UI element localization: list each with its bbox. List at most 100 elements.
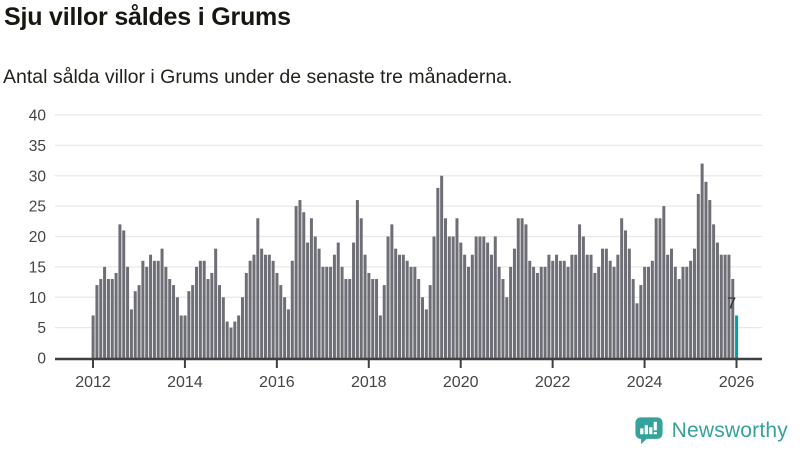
chart-subtitle: Antal sålda villor i Grums under de sena… [3, 66, 513, 88]
bar [290, 260, 294, 358]
y-axis-tick-label: 10 [29, 290, 47, 307]
bar [616, 254, 620, 358]
y-axis-tick-label: 35 [29, 138, 46, 155]
bar [715, 242, 719, 358]
brand-footer: Newsworthy [634, 416, 788, 445]
bar [696, 193, 700, 358]
bar [466, 266, 470, 359]
bar [689, 260, 693, 358]
bar [118, 224, 122, 358]
bar [474, 236, 478, 358]
bar [489, 254, 493, 358]
bar [482, 236, 486, 358]
bar [608, 260, 612, 358]
bar [551, 260, 555, 358]
highlighted-bar-current [735, 315, 739, 358]
bar [443, 218, 447, 358]
bar [440, 175, 444, 358]
bar [405, 260, 409, 358]
bar [597, 266, 601, 359]
bar [179, 315, 183, 358]
newsworthy-logo-icon [635, 417, 663, 445]
bar [604, 248, 608, 358]
bar [428, 285, 432, 358]
bar [635, 303, 639, 358]
bar [700, 163, 704, 358]
bar [382, 285, 386, 358]
bar [95, 285, 99, 358]
bar [286, 309, 290, 358]
bar [417, 279, 421, 358]
bar [631, 279, 635, 358]
bar [570, 254, 574, 358]
bar [110, 279, 114, 358]
bar [528, 260, 532, 358]
bar [543, 266, 547, 359]
y-axis-tick-label: 20 [29, 229, 47, 246]
bar [99, 279, 103, 358]
bar [413, 266, 417, 359]
bar [478, 236, 482, 358]
bar [669, 248, 673, 358]
bar [229, 327, 233, 359]
bar [643, 266, 647, 359]
bar [145, 266, 149, 359]
bar [237, 315, 241, 358]
bar [624, 230, 628, 359]
bar [727, 254, 731, 358]
bar [516, 218, 520, 358]
bar [681, 266, 685, 359]
x-axis-tick-label: 2016 [259, 374, 295, 391]
bar [172, 285, 176, 358]
bar [601, 248, 605, 358]
bar [520, 218, 524, 358]
bar [252, 254, 256, 358]
bar [524, 224, 528, 358]
bar [386, 236, 390, 358]
bar [317, 248, 321, 358]
x-axis-tick-label: 2012 [75, 374, 111, 391]
bar [225, 321, 229, 358]
bar [256, 218, 260, 358]
bar [363, 254, 367, 358]
bar [214, 248, 218, 358]
bar [409, 266, 413, 359]
bar [692, 248, 696, 358]
bar [666, 254, 670, 358]
bar [221, 297, 225, 358]
y-axis-tick-label: 15 [29, 259, 46, 276]
bar [509, 266, 513, 359]
bar [708, 200, 712, 358]
bar [183, 315, 187, 358]
bar [106, 279, 110, 358]
x-axis-tick-label: 2024 [627, 374, 663, 391]
bar [271, 260, 275, 358]
bar [512, 248, 516, 358]
bar [218, 285, 221, 358]
bar [122, 230, 126, 359]
bar [459, 242, 463, 358]
bar [593, 272, 597, 358]
bar [532, 266, 536, 359]
bar [210, 272, 214, 358]
bar [267, 254, 271, 358]
bar [321, 266, 325, 359]
bar [658, 218, 662, 358]
bar [141, 260, 145, 358]
bar [367, 272, 371, 358]
bar [451, 236, 455, 358]
bar [348, 279, 352, 358]
bar [198, 260, 202, 358]
bar [378, 315, 382, 358]
bar [566, 266, 570, 359]
bar [712, 224, 716, 358]
y-axis-tick-label: 25 [29, 199, 46, 216]
bar [578, 224, 582, 358]
y-axis-tick-label: 0 [37, 351, 46, 368]
bar [497, 266, 501, 359]
bar [394, 248, 398, 358]
bar [612, 266, 616, 359]
bar [283, 297, 287, 358]
bar [535, 272, 539, 358]
